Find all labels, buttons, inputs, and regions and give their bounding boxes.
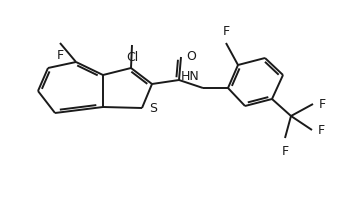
Text: F: F bbox=[281, 145, 289, 158]
Text: Cl: Cl bbox=[126, 51, 138, 64]
Text: S: S bbox=[149, 101, 157, 115]
Text: F: F bbox=[319, 98, 326, 110]
Text: HN: HN bbox=[180, 70, 199, 83]
Text: O: O bbox=[186, 50, 196, 63]
Text: F: F bbox=[222, 25, 230, 38]
Text: F: F bbox=[56, 49, 64, 62]
Text: F: F bbox=[318, 123, 325, 137]
